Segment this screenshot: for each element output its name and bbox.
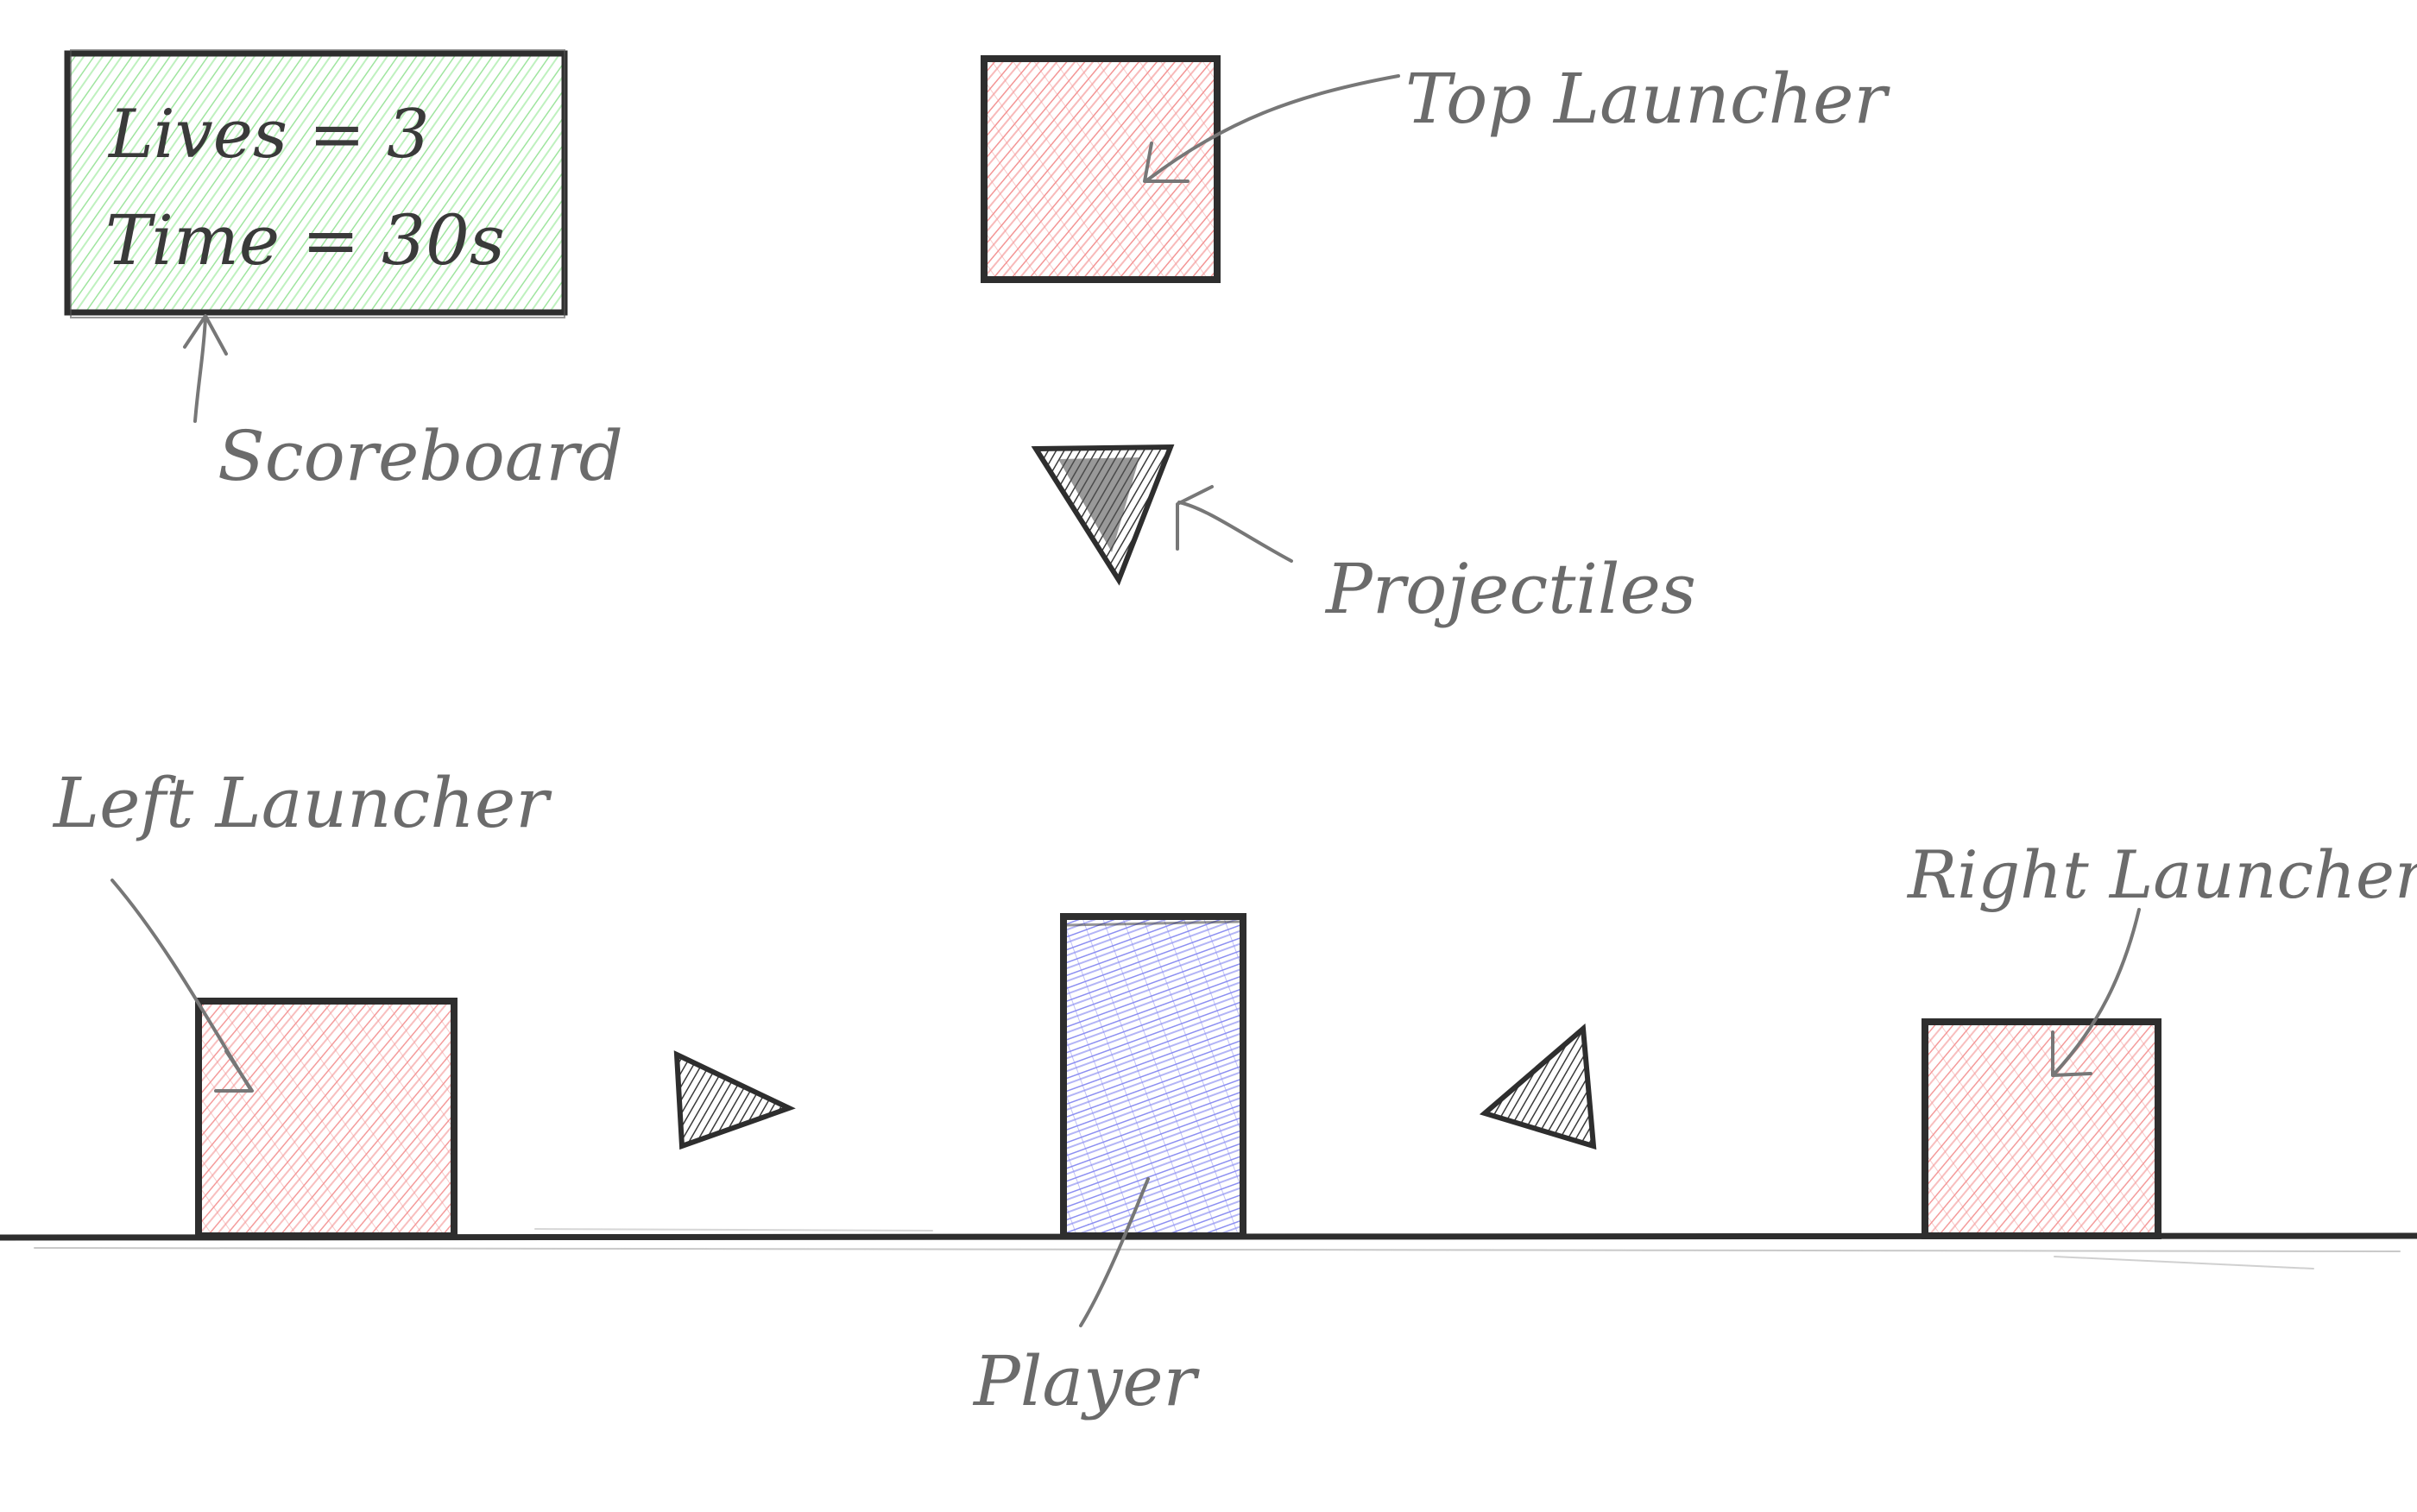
left-launcher [195, 998, 458, 1239]
scoreboard-callout: Scoreboard [183, 314, 623, 496]
projectile-falling [1031, 444, 1175, 586]
scoreboard-label: Scoreboard [218, 416, 623, 496]
player [1060, 913, 1246, 1239]
right-launcher-callout: Right Launcher [1906, 836, 2417, 1077]
projectiles-label: Projectiles [1324, 549, 1696, 629]
player-label: Player [972, 1341, 1201, 1421]
left-launcher-label: Left Launcher [52, 763, 552, 843]
projectiles-callout: Projectiles [1176, 485, 1696, 629]
projectile-right [1479, 1023, 1597, 1150]
scoreboard-lives: Lives = 3 [107, 96, 430, 173]
top-launcher-label: Top Launcher [1405, 59, 1890, 139]
right-launcher-label: Right Launcher [1906, 836, 2417, 913]
top-launcher-callout: Top Launcher [1143, 59, 1890, 183]
scoreboard-box: Lives = 3 Time = 30s [64, 49, 568, 318]
scoreboard-time: Time = 30s [105, 200, 505, 280]
left-launcher-callout: Left Launcher [52, 763, 552, 1093]
player-callout: Player [972, 1177, 1201, 1421]
right-launcher [1922, 1018, 2161, 1239]
projectile-left [673, 1050, 796, 1150]
top-launcher [981, 55, 1221, 283]
